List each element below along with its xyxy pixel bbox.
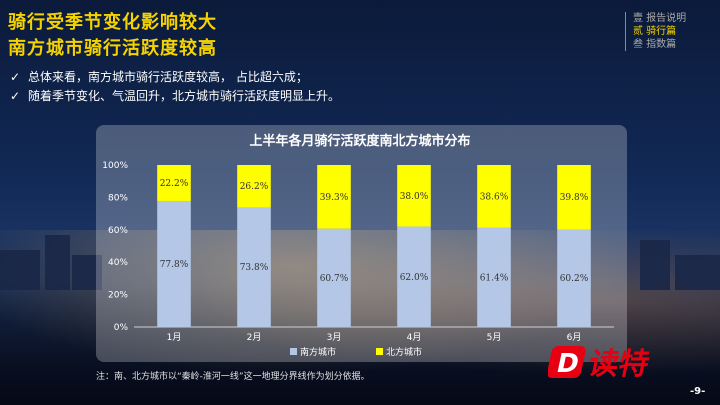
page-title-line-2: 南方城市骑行活跃度较高 — [8, 38, 217, 59]
bar-north — [477, 165, 511, 228]
bar-north — [317, 165, 351, 229]
svg-text:读特: 读特 — [585, 347, 652, 382]
data-label: 22.2% — [160, 179, 189, 189]
x-tick-label: 3月 — [327, 332, 342, 343]
page-number: -9- — [690, 386, 706, 397]
bar-north — [557, 165, 591, 230]
chart-title: 上半年各月骑行活跃度南北方城市分布 — [249, 134, 471, 149]
bar-south — [237, 207, 271, 327]
data-label: 62.0% — [400, 273, 429, 283]
bar-north — [237, 165, 271, 208]
bar-south — [397, 226, 431, 327]
footnote: 注：南、北方城市以“秦岭-淮河一线”这一地理分界线作为划分依据。 — [96, 372, 370, 382]
data-label: 39.8% — [560, 193, 589, 203]
bullet-item: ✓ 随着季节变化、气温回升，北方城市骑行活跃度明显上升。 — [10, 87, 340, 106]
dute-logo: D 读特 — [548, 346, 652, 382]
data-label: 73.8% — [240, 263, 269, 273]
bullet-text: 随着季节变化、气温回升，北方城市骑行活跃度明显上升。 — [28, 89, 341, 103]
x-tick-label: 1月 — [167, 332, 182, 343]
bar-south — [557, 229, 591, 327]
x-tick-label: 5月 — [487, 332, 502, 343]
legend-swatch-north — [376, 348, 383, 355]
bar-north — [157, 165, 191, 201]
data-label: 60.7% — [320, 274, 349, 284]
data-label: 60.2% — [560, 274, 589, 284]
check-icon: ✓ — [10, 89, 21, 103]
y-tick-label: 20% — [108, 291, 128, 301]
y-tick-label: 0% — [114, 323, 129, 333]
x-tick-label: 6月 — [567, 332, 582, 343]
data-label: 39.3% — [320, 193, 349, 203]
y-tick-label: 100% — [102, 161, 128, 171]
toc-item-index[interactable]: 叁 指数篇 — [633, 39, 677, 50]
legend-swatch-south — [290, 348, 297, 355]
data-label: 77.8% — [160, 260, 189, 270]
bullet-list: ✓ 总体来看，南方城市骑行活跃度较高， 占比超六成； ✓ 随着季节变化、气温回升，北… — [10, 68, 340, 106]
bar-north — [397, 165, 431, 227]
background-glow — [0, 230, 720, 405]
check-icon: ✓ — [10, 70, 21, 84]
section-nav: 壹 报告说明 贰 骑行篇 叁 指数篇 — [625, 12, 686, 51]
y-tick-label: 60% — [108, 226, 128, 236]
bullet-text: 总体来看，南方城市骑行活跃度较高， 占比超六成； — [28, 70, 308, 84]
toc-item-cycling[interactable]: 贰 骑行篇 — [633, 26, 677, 37]
y-tick-label: 80% — [108, 193, 128, 203]
x-tick-label: 4月 — [407, 332, 422, 343]
data-label: 61.4% — [480, 273, 509, 283]
data-label: 38.0% — [400, 192, 429, 202]
city-skyline-image — [0, 235, 720, 290]
y-tick-label: 40% — [108, 258, 128, 268]
data-label: 38.6% — [480, 192, 509, 202]
legend-label: 南方城市 — [300, 346, 336, 358]
page-title-line-1: 骑行受季节变化影响较大 — [8, 12, 217, 33]
bar-south — [157, 200, 191, 327]
x-tick-label: 2月 — [247, 332, 262, 343]
bar-south — [317, 228, 351, 327]
bar-south — [477, 227, 511, 327]
data-label: 26.2% — [240, 182, 269, 192]
bullet-item: ✓ 总体来看，南方城市骑行活跃度较高， 占比超六成； — [10, 68, 340, 87]
legend-label: 北方城市 — [386, 346, 422, 358]
toc-item-report-notes[interactable]: 壹 报告说明 — [633, 13, 687, 24]
